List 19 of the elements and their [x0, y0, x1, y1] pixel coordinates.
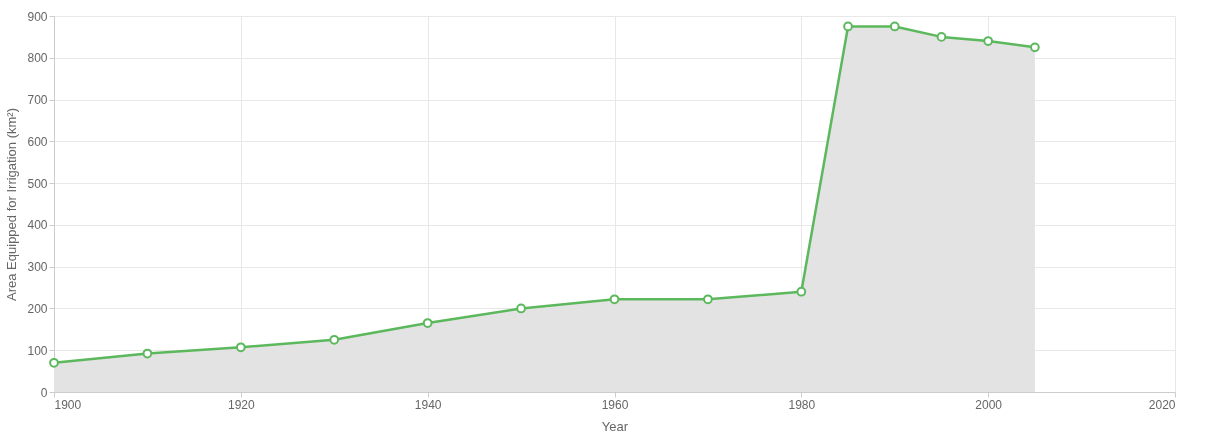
y-tick-label: 0 — [40, 385, 48, 400]
y-tick-label: 200 — [27, 301, 48, 316]
x-tick-label: 1920 — [227, 397, 255, 412]
y-tick-label: 300 — [27, 260, 48, 275]
y-tick-label: 900 — [27, 9, 48, 24]
x-tick-label: 1980 — [788, 397, 816, 412]
y-axis-title: Area Equipped for Irrigation (km²) — [4, 108, 20, 301]
x-tick-label: 2020 — [1148, 397, 1176, 412]
y-tick-label: 400 — [27, 218, 48, 233]
y-tick-label: 800 — [27, 51, 48, 66]
y-tick-label: 700 — [27, 93, 48, 108]
x-tick-label: 2000 — [975, 397, 1003, 412]
x-axis-title: Year — [601, 418, 629, 434]
x-tick-label: 1940 — [414, 397, 442, 412]
x-tick-label: 1960 — [601, 397, 629, 412]
y-tick-label: 100 — [27, 343, 48, 358]
y-tick-label: 500 — [27, 176, 48, 191]
x-tick-label: 1900 — [54, 397, 82, 412]
y-tick-label: 600 — [27, 134, 48, 149]
